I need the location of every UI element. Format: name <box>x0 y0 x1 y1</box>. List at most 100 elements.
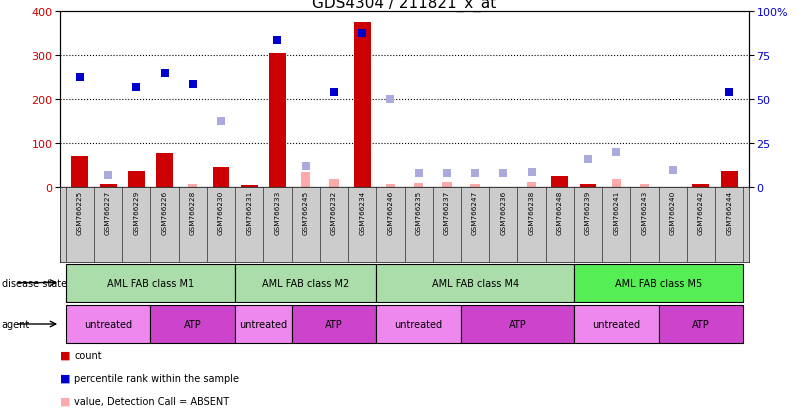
Point <box>130 85 143 91</box>
Bar <box>241 186 258 188</box>
Text: disease state: disease state <box>2 278 66 288</box>
Bar <box>696 184 706 188</box>
Bar <box>527 183 536 188</box>
Point <box>666 167 679 173</box>
Bar <box>301 173 310 188</box>
Text: GSM766247: GSM766247 <box>472 190 478 234</box>
Bar <box>612 180 621 188</box>
Text: GSM766238: GSM766238 <box>529 190 534 234</box>
Bar <box>580 184 597 188</box>
Title: GDS4304 / 211821_x_at: GDS4304 / 211821_x_at <box>312 0 497 12</box>
Text: GSM766230: GSM766230 <box>218 190 224 234</box>
Point <box>187 81 199 88</box>
FancyBboxPatch shape <box>461 305 574 343</box>
FancyBboxPatch shape <box>658 305 743 343</box>
Text: GSM766231: GSM766231 <box>246 190 252 234</box>
Text: agent: agent <box>2 319 30 329</box>
Bar <box>156 154 173 188</box>
Text: GSM766246: GSM766246 <box>388 190 393 234</box>
Text: GSM766248: GSM766248 <box>557 190 563 234</box>
FancyBboxPatch shape <box>66 264 235 302</box>
Bar <box>470 184 480 188</box>
Text: GSM766226: GSM766226 <box>162 190 167 234</box>
Bar <box>128 171 145 188</box>
Text: count: count <box>74 350 102 360</box>
FancyBboxPatch shape <box>66 305 151 343</box>
Point <box>356 30 368 37</box>
FancyBboxPatch shape <box>376 305 461 343</box>
Point <box>102 172 115 179</box>
Point <box>525 169 538 176</box>
Text: ATP: ATP <box>184 319 202 329</box>
Text: GSM766240: GSM766240 <box>670 190 676 234</box>
Point <box>497 171 509 177</box>
Text: GSM766237: GSM766237 <box>444 190 450 234</box>
FancyBboxPatch shape <box>235 264 376 302</box>
Point <box>74 74 87 81</box>
Text: GSM766236: GSM766236 <box>501 190 506 234</box>
Point <box>300 164 312 170</box>
Text: ATP: ATP <box>325 319 343 329</box>
Text: GSM766244: GSM766244 <box>727 190 732 234</box>
Bar <box>354 24 371 188</box>
Text: ATP: ATP <box>692 319 710 329</box>
Text: ■: ■ <box>60 396 70 406</box>
Text: GSM766229: GSM766229 <box>133 190 139 234</box>
Text: GSM766239: GSM766239 <box>585 190 591 234</box>
Text: GSM766242: GSM766242 <box>698 190 704 234</box>
Text: GSM766241: GSM766241 <box>614 190 619 234</box>
Point <box>328 90 340 96</box>
Bar <box>693 184 710 188</box>
Bar <box>414 183 423 188</box>
Text: percentile rank within the sample: percentile rank within the sample <box>74 373 239 383</box>
Bar <box>640 184 649 188</box>
Text: untreated: untreated <box>395 319 443 329</box>
Text: GSM766245: GSM766245 <box>303 190 308 234</box>
Point <box>582 157 594 163</box>
Bar <box>442 183 452 188</box>
Text: untreated: untreated <box>84 319 132 329</box>
Text: GSM766227: GSM766227 <box>105 190 111 234</box>
Text: AML FAB class M2: AML FAB class M2 <box>262 278 349 288</box>
Text: untreated: untreated <box>592 319 640 329</box>
Bar <box>721 171 738 188</box>
Text: GSM766228: GSM766228 <box>190 190 195 234</box>
FancyBboxPatch shape <box>574 264 743 302</box>
Text: GSM766233: GSM766233 <box>275 190 280 234</box>
Point <box>610 150 622 156</box>
Point <box>271 37 284 44</box>
Bar <box>551 177 568 188</box>
Text: ■: ■ <box>60 350 70 360</box>
Point <box>384 97 396 104</box>
Point <box>441 171 453 177</box>
Text: AML FAB class M1: AML FAB class M1 <box>107 278 194 288</box>
Text: GSM766234: GSM766234 <box>359 190 365 234</box>
Bar <box>99 184 116 188</box>
Text: GSM766225: GSM766225 <box>77 190 83 234</box>
Text: ■: ■ <box>60 373 70 383</box>
FancyBboxPatch shape <box>151 305 235 343</box>
Bar <box>329 179 339 188</box>
Point <box>469 171 481 177</box>
Text: untreated: untreated <box>239 319 288 329</box>
Bar <box>71 156 88 188</box>
Text: GSM766232: GSM766232 <box>331 190 337 234</box>
FancyBboxPatch shape <box>376 264 574 302</box>
Point <box>723 90 735 96</box>
FancyBboxPatch shape <box>574 305 658 343</box>
Text: AML FAB class M5: AML FAB class M5 <box>615 278 702 288</box>
Bar <box>386 184 395 188</box>
Text: GSM766235: GSM766235 <box>416 190 421 234</box>
Text: GSM766243: GSM766243 <box>642 190 647 234</box>
Point <box>158 71 171 77</box>
Point <box>215 118 227 125</box>
Bar <box>212 167 229 188</box>
Text: value, Detection Call = ABSENT: value, Detection Call = ABSENT <box>74 396 230 406</box>
Bar <box>188 184 197 188</box>
Bar <box>269 54 286 188</box>
FancyBboxPatch shape <box>235 305 292 343</box>
FancyBboxPatch shape <box>292 305 376 343</box>
Text: ATP: ATP <box>509 319 526 329</box>
Point <box>413 171 425 177</box>
Text: AML FAB class M4: AML FAB class M4 <box>432 278 518 288</box>
